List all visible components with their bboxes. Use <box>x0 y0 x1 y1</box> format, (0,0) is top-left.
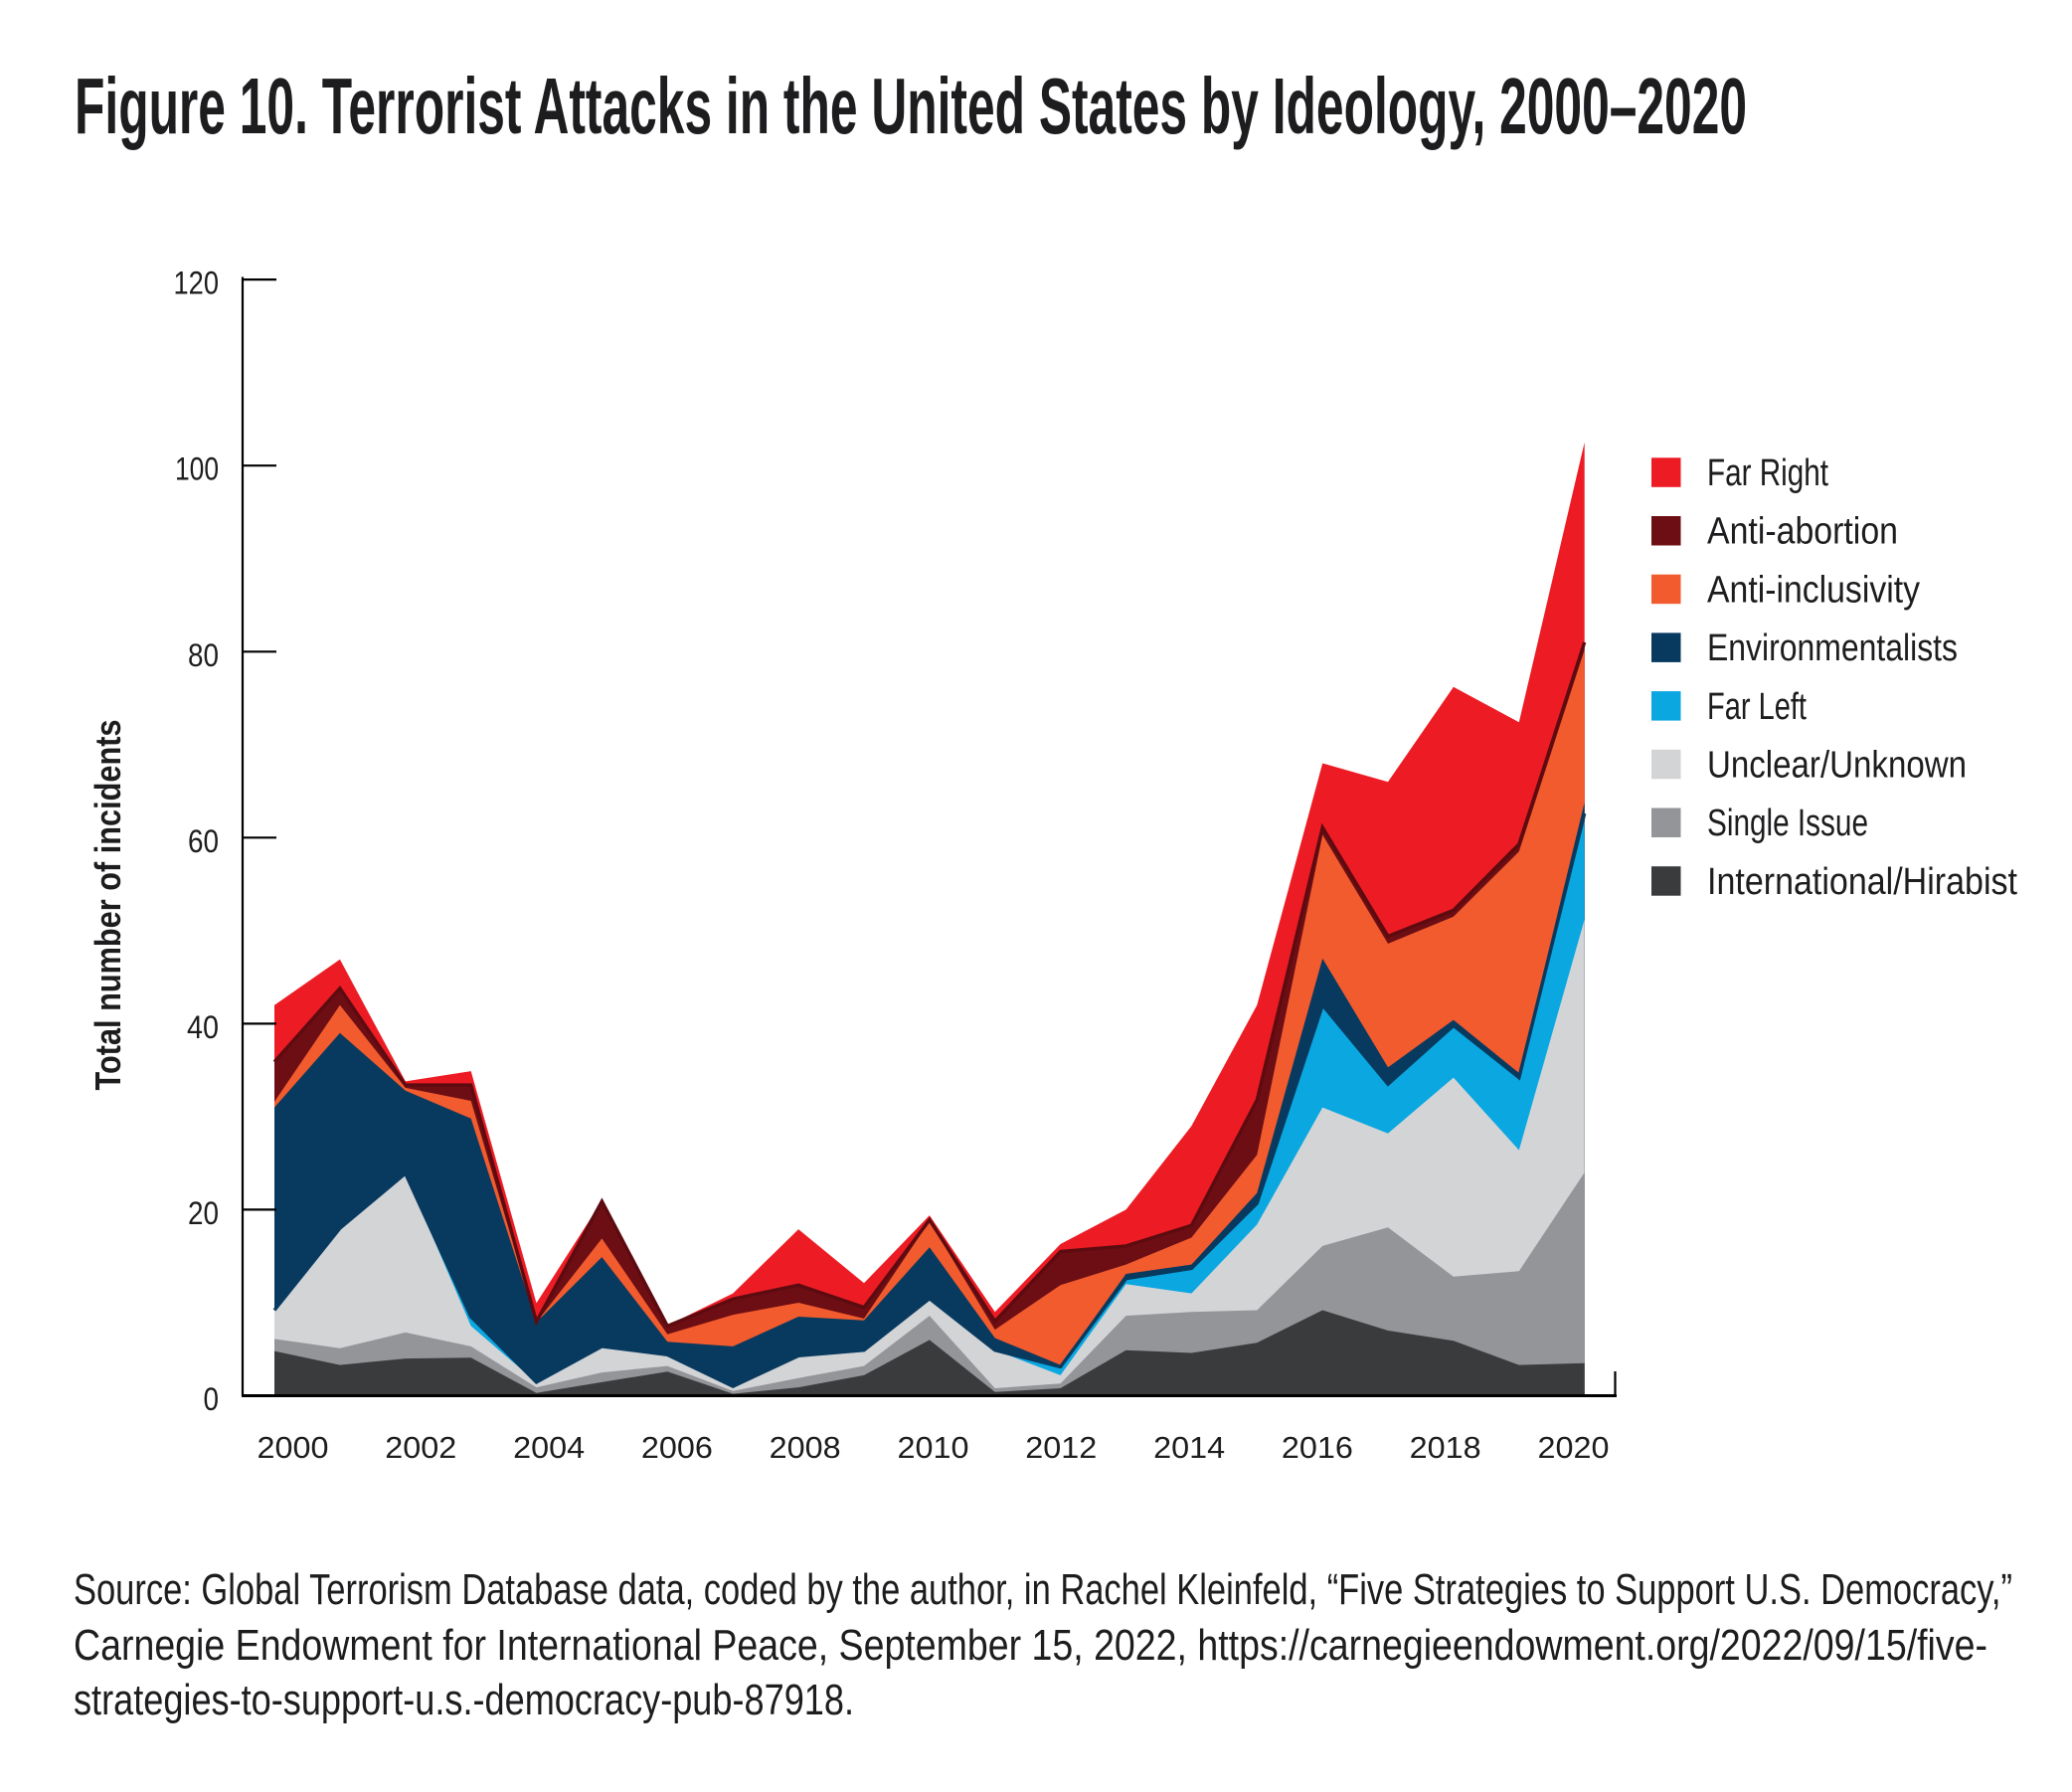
svg-text:120: 120 <box>174 266 220 301</box>
svg-text:Figure 10. Terrorist Attacks i: Figure 10. Terrorist Attacks in the Unit… <box>75 62 1747 150</box>
svg-text:100: 100 <box>175 451 219 487</box>
svg-text:2020: 2020 <box>1538 1430 1610 1465</box>
svg-text:Anti-inclusivity: Anti-inclusivity <box>1707 569 1920 611</box>
svg-text:Far Left: Far Left <box>1707 686 1807 728</box>
svg-text:2006: 2006 <box>641 1430 713 1465</box>
svg-text:40: 40 <box>187 1009 219 1045</box>
svg-text:2018: 2018 <box>1410 1430 1481 1465</box>
svg-text:Source: Global Terrorism Datab: Source: Global Terrorism Database data, … <box>74 1565 2012 1614</box>
svg-text:0: 0 <box>204 1381 220 1417</box>
svg-text:80: 80 <box>188 637 219 673</box>
svg-text:60: 60 <box>188 823 219 859</box>
svg-text:2012: 2012 <box>1025 1430 1097 1465</box>
svg-text:2014: 2014 <box>1153 1430 1225 1465</box>
svg-text:2008: 2008 <box>770 1430 841 1465</box>
svg-text:2002: 2002 <box>385 1430 456 1465</box>
svg-text:Carnegie Endowment for Interna: Carnegie Endowment for International Pea… <box>74 1621 1987 1670</box>
svg-text:2010: 2010 <box>898 1430 969 1465</box>
svg-text:Environmentalists: Environmentalists <box>1707 627 1958 669</box>
svg-text:Far Right: Far Right <box>1707 452 1828 494</box>
svg-text:Unclear/Unknown: Unclear/Unknown <box>1707 745 1967 787</box>
svg-text:20: 20 <box>188 1195 219 1231</box>
svg-text:Total number of incidents: Total number of incidents <box>87 720 128 1091</box>
svg-text:International/Hirabist: International/Hirabist <box>1707 861 2017 903</box>
svg-text:2016: 2016 <box>1282 1430 1353 1465</box>
svg-text:2004: 2004 <box>513 1430 585 1465</box>
svg-text:Single Issue: Single Issue <box>1707 803 1868 844</box>
svg-text:2000: 2000 <box>258 1430 329 1465</box>
svg-text:strategies-to-support-u.s.-dem: strategies-to-support-u.s.-democracy-pub… <box>74 1676 854 1724</box>
svg-text:Anti-abortion: Anti-abortion <box>1707 511 1898 553</box>
